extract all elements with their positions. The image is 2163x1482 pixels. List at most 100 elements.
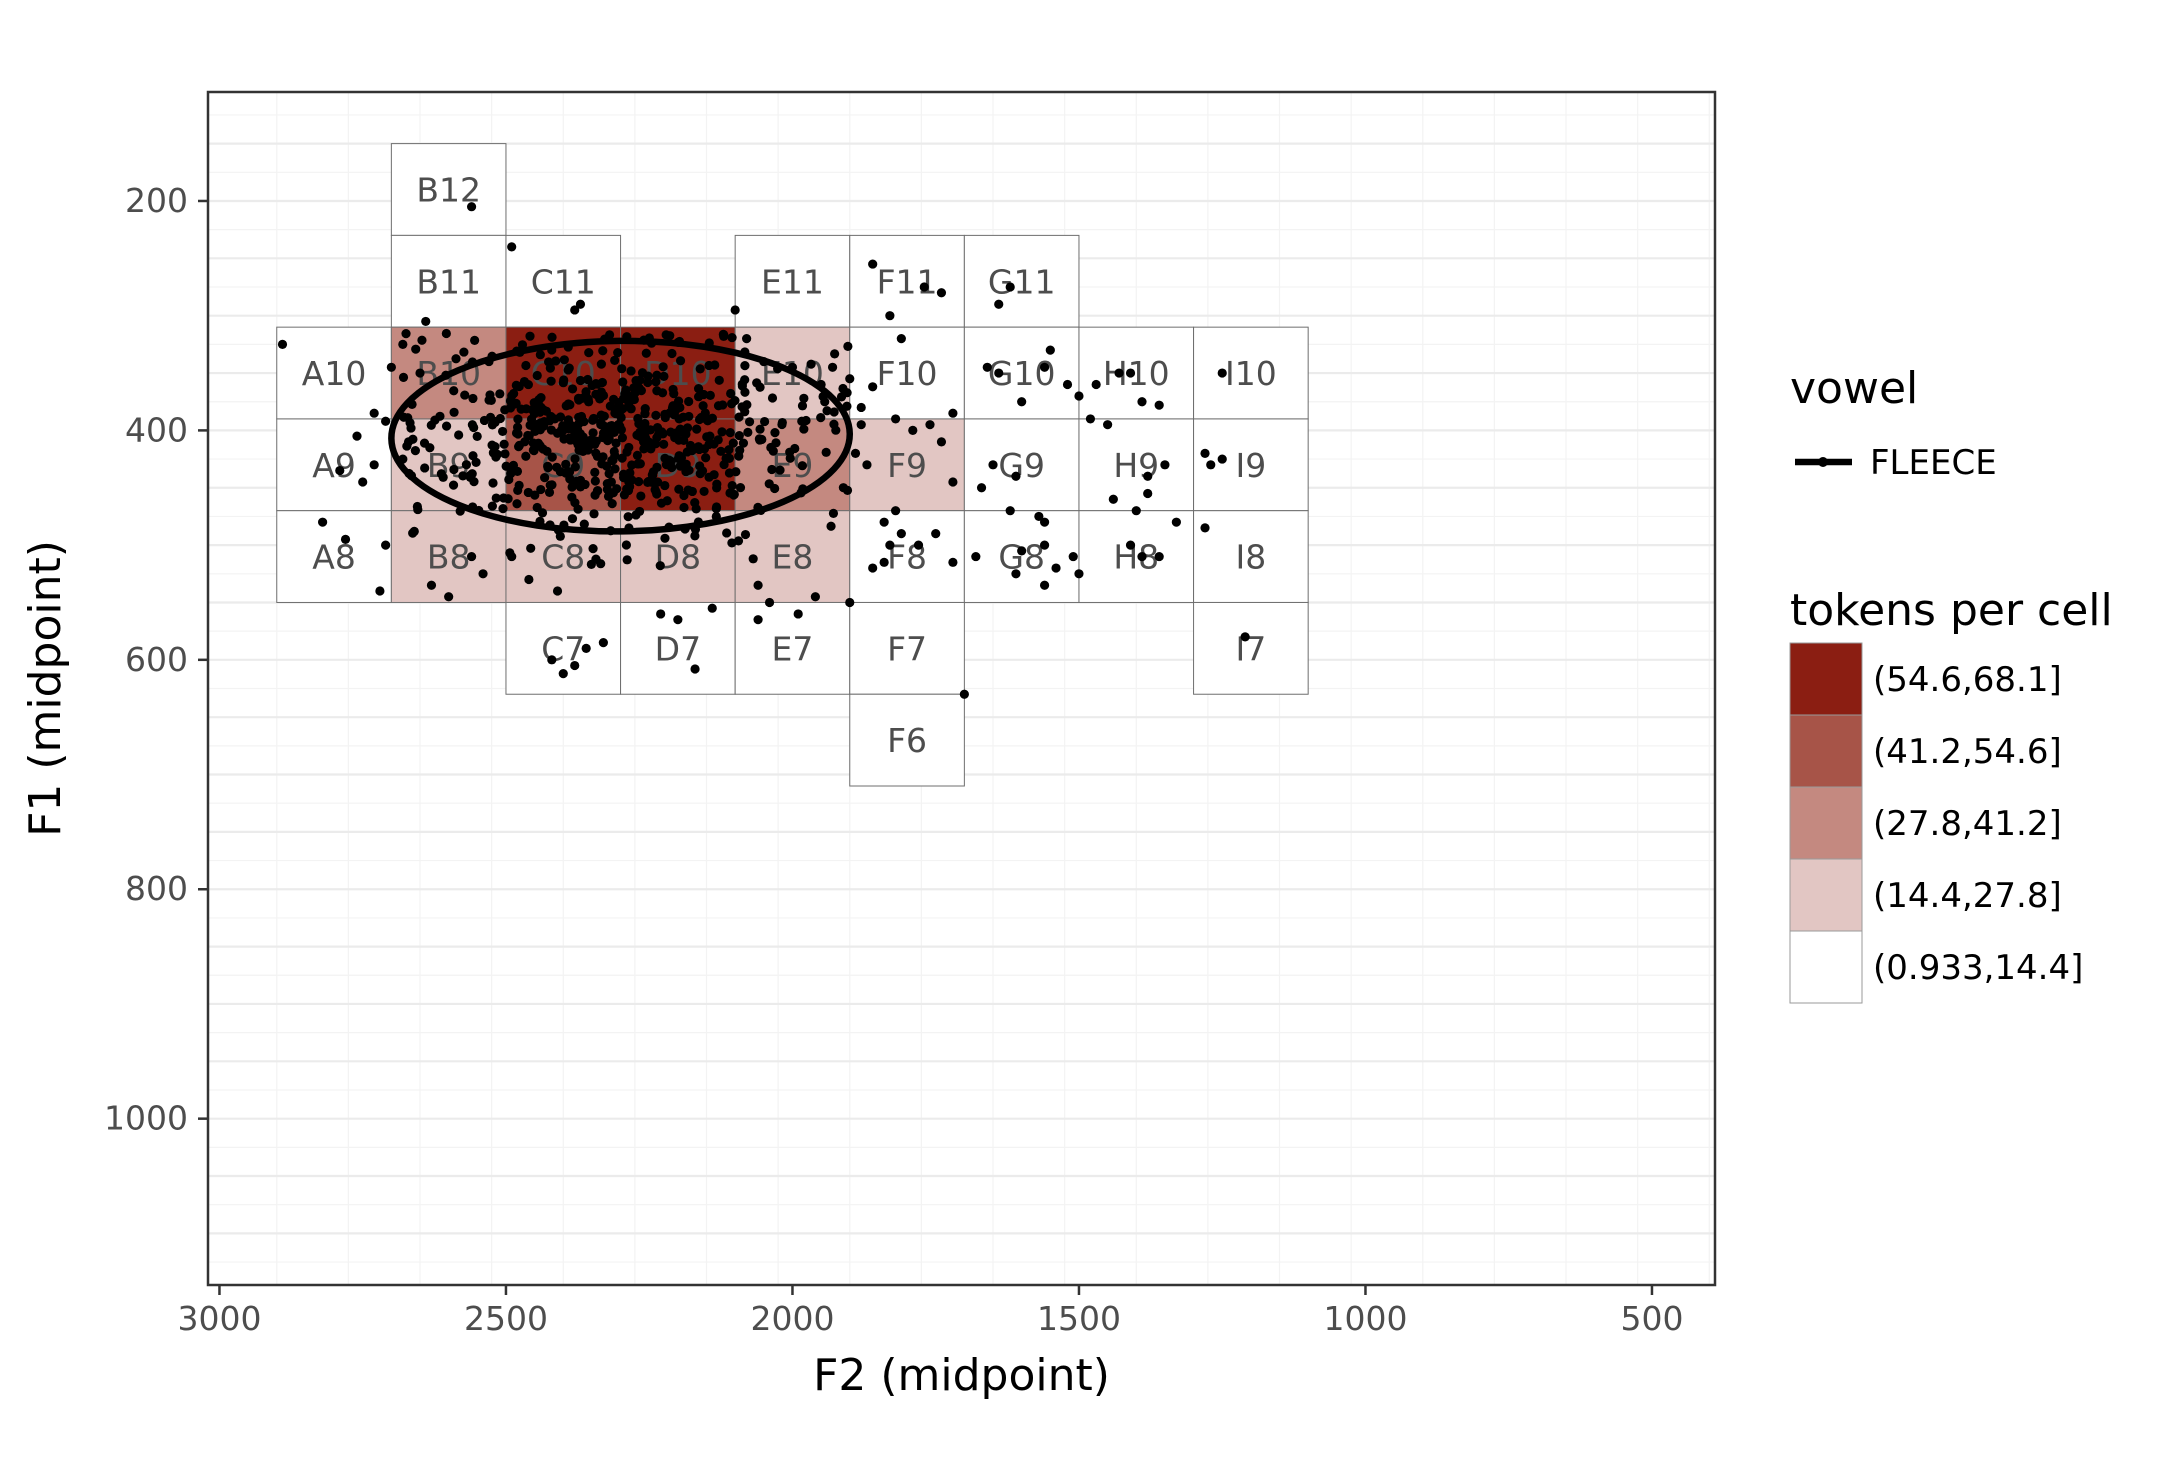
token-point (896, 529, 906, 539)
token-point (616, 425, 626, 435)
token-point (1143, 488, 1153, 499)
token-point (724, 468, 735, 478)
token-point (498, 493, 509, 503)
cell-label-e11: E11 (761, 262, 824, 301)
token-point (753, 615, 763, 625)
token-point (759, 416, 770, 427)
cell-label-h9: H9 (1113, 446, 1159, 485)
token-point (523, 379, 533, 390)
token-point (669, 410, 679, 420)
token-point (530, 490, 540, 500)
token-point (386, 362, 396, 372)
token-point (484, 395, 494, 405)
token-point (925, 420, 935, 430)
token-point (740, 529, 751, 540)
token-point (896, 334, 906, 344)
token-point (652, 386, 662, 396)
token-point (994, 299, 1004, 309)
token-point (526, 414, 537, 424)
token-point (700, 408, 710, 418)
cell-label-h8: H8 (1113, 538, 1159, 577)
vowel-legend-label: FLEECE (1870, 443, 1997, 483)
token-point (598, 346, 608, 356)
token-point (982, 362, 992, 372)
token-point (971, 551, 981, 562)
token-point (679, 502, 689, 513)
token-point (540, 473, 550, 483)
cell-label-c7: C7 (541, 629, 585, 668)
heatmap-cell-i10 (1193, 326, 1309, 420)
heatmap-cell-c7 (505, 601, 622, 695)
token-point (988, 460, 998, 470)
token-point (419, 438, 430, 448)
token-point (645, 425, 656, 435)
token-point (588, 428, 598, 438)
token-point (623, 512, 633, 522)
token-point (1017, 397, 1027, 407)
token-point (738, 438, 749, 448)
cell-label-e7: E7 (772, 629, 814, 668)
token-point (843, 341, 853, 351)
token-point (655, 561, 665, 571)
token-point (509, 388, 519, 399)
token-point (470, 335, 480, 345)
token-point (589, 509, 599, 519)
token-point (514, 381, 524, 392)
token-point (820, 397, 830, 407)
token-point (639, 444, 649, 454)
token-point (459, 347, 469, 357)
token-point (358, 477, 368, 487)
y-tick-label: 1000 (104, 1099, 188, 1138)
token-point (563, 415, 574, 425)
token-point (458, 471, 468, 481)
token-point (375, 586, 385, 596)
token-point (577, 441, 587, 451)
token-point (891, 414, 901, 424)
token-point (513, 414, 523, 424)
heatmap-cell-b8 (390, 510, 507, 603)
x-tick-label: 3000 (177, 1299, 261, 1338)
token-point (770, 428, 780, 438)
token-point (575, 375, 586, 386)
token-point (598, 420, 608, 431)
token-point (467, 469, 477, 479)
token-point (748, 554, 758, 564)
token-point (498, 426, 508, 437)
token-point (617, 364, 627, 374)
heatmap-cell-i8 (1193, 510, 1309, 603)
token-point (632, 450, 643, 460)
token-point (547, 332, 557, 342)
token-point (1039, 517, 1050, 527)
token-point (561, 459, 571, 469)
token-point (651, 439, 661, 449)
token-point (826, 521, 836, 531)
token-point (411, 344, 421, 354)
token-point (656, 609, 666, 619)
token-point (622, 555, 632, 565)
token-point (573, 504, 583, 514)
token-point (543, 357, 554, 367)
token-point (692, 424, 702, 434)
token-point (729, 489, 739, 500)
token-point (862, 460, 872, 470)
token-point (635, 506, 645, 517)
token-point (401, 329, 411, 339)
token-point (454, 430, 464, 440)
token-point (517, 340, 528, 350)
token-point (635, 431, 645, 442)
token-point (891, 506, 901, 516)
token-point (669, 389, 679, 399)
heatmap-cell-i7 (1193, 601, 1309, 695)
cell-label-d8: D8 (655, 538, 701, 577)
token-point (448, 480, 459, 490)
token-point (675, 356, 686, 366)
vowel-ellipse (388, 337, 854, 535)
tokens-legend-label: (14.4,27.8] (1873, 876, 2062, 916)
token-point (742, 334, 752, 344)
token-point (845, 374, 855, 384)
cell-label-d7: D7 (655, 629, 701, 668)
token-point (1103, 420, 1113, 430)
tokens-legend-label: (54.6,68.1] (1873, 660, 2062, 700)
token-point (740, 407, 750, 417)
token-point (575, 299, 586, 309)
